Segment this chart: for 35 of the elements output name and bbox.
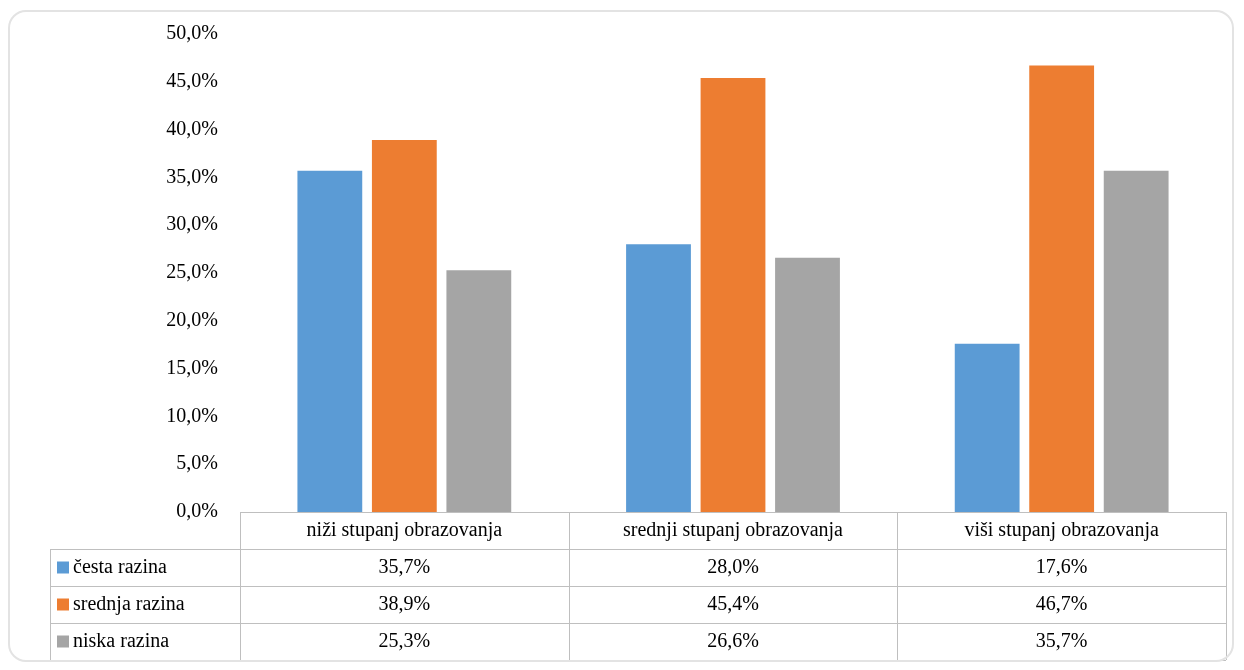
x-tick-label: niži stupanj obrazovanja <box>306 517 503 541</box>
x-tick-label: srednji stupanj obrazovanja <box>623 517 844 541</box>
data-label: 17,6% <box>1035 554 1088 577</box>
y-tick-label: 50,0% <box>166 21 218 44</box>
bar <box>1103 170 1169 512</box>
bar <box>954 343 1020 512</box>
y-tick-label: 45,0% <box>166 69 218 92</box>
y-tick-label: 35,0% <box>166 164 218 187</box>
bar <box>626 244 691 512</box>
y-tick-label: 5,0% <box>176 451 218 474</box>
y-tick-label: 10,0% <box>166 403 218 426</box>
legend-label: česta razina <box>73 554 167 577</box>
y-tick-label: 15,0% <box>166 355 218 378</box>
legend-label: niska razina <box>73 628 170 651</box>
data-label: 38,9% <box>378 591 431 614</box>
data-label: 35,7% <box>378 554 431 577</box>
data-label: 28,0% <box>707 554 759 577</box>
y-tick-label: 20,0% <box>166 308 218 331</box>
y-tick-label: 30,0% <box>166 212 218 235</box>
data-label: 46,7% <box>1035 591 1088 614</box>
bar <box>700 77 766 512</box>
bar <box>775 257 840 512</box>
y-tick-label: 0,0% <box>176 499 218 522</box>
bar <box>371 140 437 512</box>
y-tick-label: 40,0% <box>166 116 218 139</box>
bar <box>297 170 363 512</box>
bar <box>446 270 512 512</box>
data-label: 35,7% <box>1035 628 1088 651</box>
y-tick-label: 25,0% <box>166 260 218 283</box>
data-label: 45,4% <box>707 591 759 614</box>
bar <box>1029 65 1095 512</box>
data-label: 26,6% <box>707 628 759 651</box>
legend-label: srednja razina <box>73 591 185 615</box>
x-tick-label: viši stupanj obrazovanja <box>964 517 1159 541</box>
data-label: 25,3% <box>378 628 431 651</box>
